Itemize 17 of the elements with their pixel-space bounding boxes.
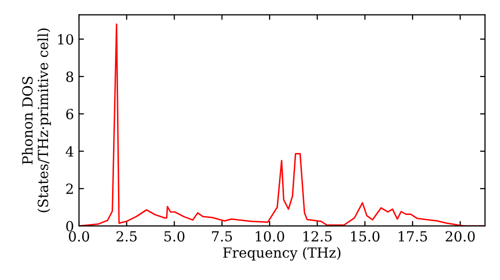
y-tick-label: 6 [66,108,74,120]
x-tick-label: 10.0 [256,231,284,242]
x-tick-label: 2.5 [116,231,137,242]
y-tick-label: 8 [66,71,74,82]
y-tick-label: 2 [66,184,73,194]
x-tick-label: 17.5 [398,231,427,242]
x-axis-title: Frequency (THz) [223,247,340,261]
y-axis-title: Phonon DOS (States/THz·primitive cell) [22,28,51,212]
y-tick-label: 4 [66,146,74,157]
x-tick-label: 20.0 [446,231,475,242]
x-tick-label: 5.0 [164,231,184,242]
x-tick-label: 15.0 [351,231,380,242]
x-tick-label: 12.5 [303,231,332,242]
y-tick-label: 10 [58,34,74,45]
y-tick-label: 0 [66,220,74,232]
x-tick-label: 0.0 [68,231,90,242]
x-tick-label: 7.5 [212,231,232,242]
